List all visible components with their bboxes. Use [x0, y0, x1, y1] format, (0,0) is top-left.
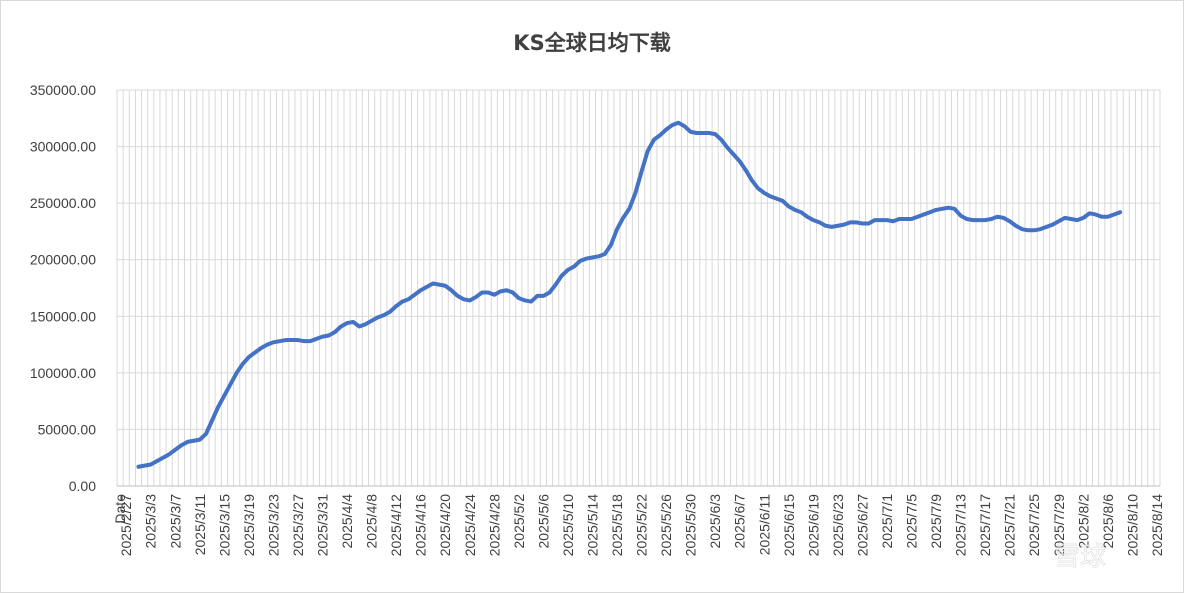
horizontal-gridlines [117, 89, 1160, 430]
x-tick-label: 2025/5/26 [658, 494, 674, 556]
x-tick-label: Date [112, 494, 128, 524]
y-tick-label: 50000.00 [38, 421, 97, 437]
y-tick-label: 300000.00 [30, 139, 96, 155]
x-tick-label: 2025/4/28 [486, 494, 502, 556]
chart-title: KS全球日均下载 [513, 31, 670, 55]
y-tick-label: 200000.00 [30, 252, 96, 268]
x-tick-label: 2025/3/19 [241, 494, 257, 556]
x-tick-label: 2025/3/11 [192, 494, 208, 555]
x-tick-label: 2025/4/12 [388, 494, 404, 556]
x-tick-label: 2025/3/15 [216, 494, 232, 556]
x-tick-label: 2025/6/11 [756, 494, 772, 555]
x-tick-label: 2025/6/23 [830, 494, 846, 556]
y-tick-label: 0.00 [69, 478, 96, 494]
x-tick-label: 2025/6/15 [781, 494, 797, 556]
y-tick-label: 150000.00 [30, 308, 96, 324]
x-tick-label: 2025/8/14 [1149, 494, 1165, 556]
x-tick-label: 2025/3/31 [315, 494, 331, 556]
x-tick-label: 2025/5/2 [511, 494, 527, 549]
y-tick-label: 250000.00 [30, 195, 96, 211]
x-tick-label: 2025/4/4 [339, 494, 355, 549]
x-tick-label: 2025/8/10 [1124, 494, 1140, 556]
x-tick-label: 2025/3/23 [265, 494, 281, 556]
x-tick-label: 2025/5/18 [609, 494, 625, 556]
y-tick-label: 100000.00 [30, 365, 96, 381]
y-tick-labels: 0.00 50000.00 100000.00 150000.00 200000.00 2… [30, 82, 96, 494]
x-tick-label: 2025/7/1 [879, 494, 895, 549]
x-tick-label: 2025/7/29 [1051, 494, 1067, 556]
x-tick-label: 2025/8/6 [1100, 494, 1116, 549]
x-tick-label: 2025/4/20 [437, 494, 453, 556]
x-tick-label: 2025/6/27 [854, 494, 870, 556]
x-tick-label: 2025/8/2 [1075, 494, 1091, 549]
x-tick-label: 2025/5/22 [634, 494, 650, 556]
watermark-text: 雪球 [1054, 542, 1106, 572]
x-tick-label: 2025/5/14 [584, 494, 600, 556]
x-tick-label: 2025/2/27 [118, 494, 134, 556]
y-tick-label: 350000.00 [30, 82, 96, 98]
x-tick-label: 2025/3/3 [143, 494, 159, 549]
x-tick-label: 2025/5/30 [683, 494, 699, 556]
x-tick-label: 2025/6/3 [707, 494, 723, 549]
x-tick-label: 2025/7/17 [977, 494, 993, 556]
series-points [137, 121, 1122, 468]
x-tick-label: 2025/3/7 [167, 494, 183, 549]
x-tick-label: 2025/7/21 [1002, 494, 1018, 556]
x-tick-label: 2025/5/6 [535, 494, 551, 549]
x-tick-label: 2025/6/19 [805, 494, 821, 556]
x-tick-label: 2025/7/13 [953, 494, 969, 556]
series-line [136, 120, 1123, 469]
x-tick-label: 2025/3/27 [290, 494, 306, 556]
x-tick-label: 2025/7/5 [904, 494, 920, 549]
x-tick-label: 2025/7/25 [1026, 494, 1042, 556]
x-tick-label: 2025/4/24 [462, 494, 478, 556]
x-tick-label: 2025/4/8 [364, 494, 380, 549]
x-tick-label: 2025/5/10 [560, 494, 576, 556]
x-tick-label: 2025/7/9 [928, 494, 944, 549]
x-tick-label: 2025/4/16 [413, 494, 429, 556]
vertical-gridlines [116, 90, 1161, 486]
x-tick-label: 2025/6/7 [732, 494, 748, 549]
